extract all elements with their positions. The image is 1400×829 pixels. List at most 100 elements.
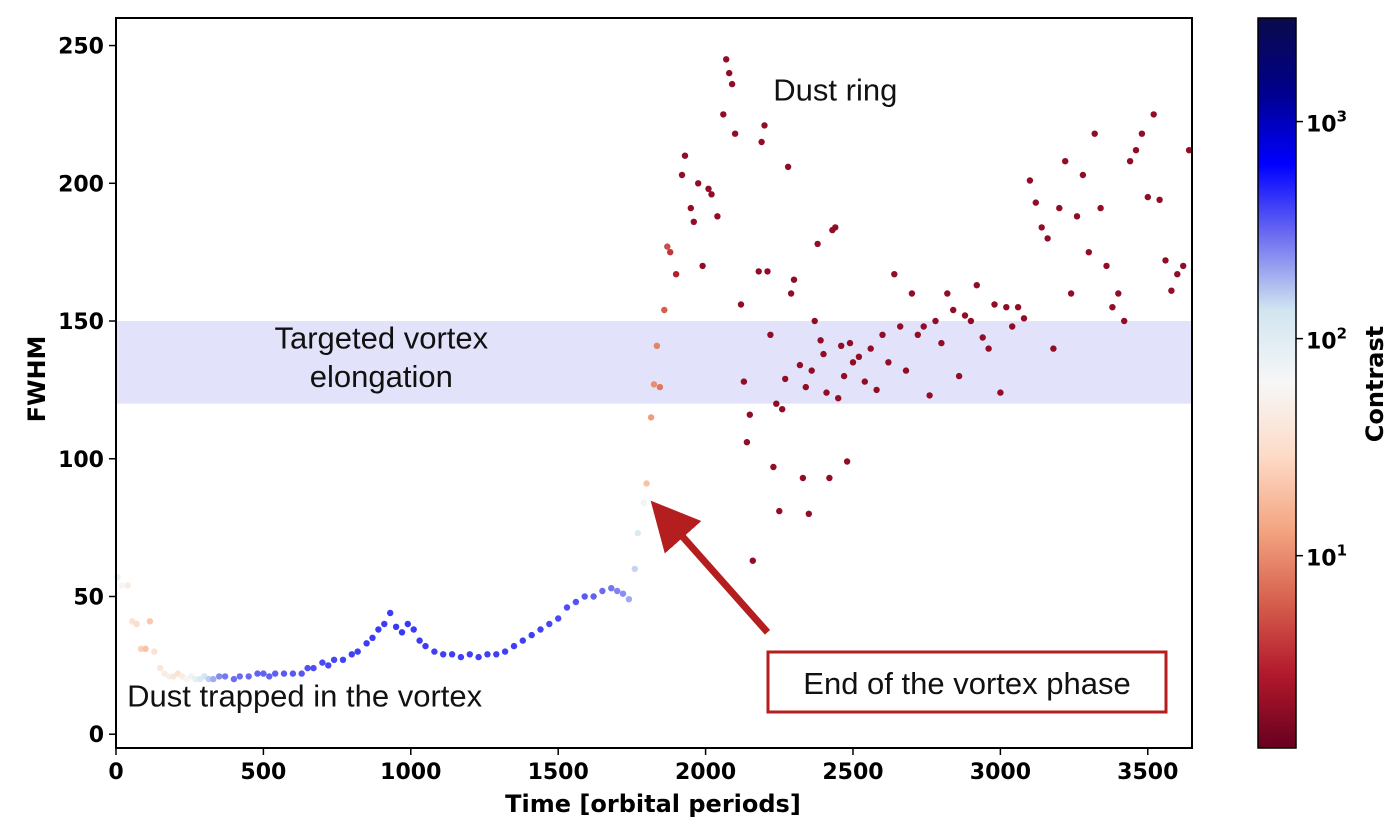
data-point (608, 585, 615, 592)
x-tick-label: 2500 (822, 760, 883, 785)
data-point (661, 306, 668, 314)
data-point (647, 414, 655, 421)
data-point (165, 673, 173, 680)
data-point (519, 637, 526, 644)
data-point (728, 80, 736, 88)
data-point (776, 507, 783, 515)
colorbar-tick-label: 103 (1306, 108, 1347, 138)
y-tick-label: 100 (58, 448, 104, 473)
x-tick-label: 0 (108, 760, 123, 785)
x-tick-label: 3500 (1117, 760, 1178, 785)
data-point (375, 626, 382, 633)
data-point (799, 474, 807, 482)
data-point (802, 383, 809, 391)
data-point (245, 673, 252, 680)
colorbar-title: Contrast (1361, 326, 1389, 442)
data-point (572, 598, 580, 606)
data-point (731, 130, 739, 137)
data-point (546, 620, 553, 628)
data-point (1103, 262, 1110, 270)
data-point (1056, 204, 1063, 212)
data-point (891, 271, 898, 278)
data-point (846, 339, 854, 347)
data-point (157, 664, 164, 672)
data-point (448, 651, 456, 658)
data-point (908, 290, 916, 297)
data-point (1014, 304, 1022, 311)
data-point (664, 243, 671, 250)
x-tick-label: 1500 (528, 760, 589, 785)
data-point (656, 383, 664, 391)
data-point (746, 411, 753, 418)
data-point (254, 670, 261, 677)
y-tick-label: 0 (89, 723, 104, 748)
data-point (761, 122, 768, 129)
data-point (653, 342, 661, 349)
data-point (932, 317, 939, 325)
plot-frame (115, 17, 1193, 749)
data-point (849, 359, 857, 366)
data-point (808, 367, 815, 374)
data-point (690, 218, 697, 225)
data-point (944, 290, 951, 297)
data-point (767, 331, 774, 338)
data-point (1138, 130, 1146, 137)
data-point (466, 651, 473, 658)
data-point (354, 648, 361, 655)
data-point (743, 439, 751, 446)
data-point (826, 474, 833, 482)
data-point (387, 609, 394, 617)
data-point (997, 389, 1004, 396)
data-point (902, 367, 910, 374)
data-point (1003, 304, 1010, 311)
data-point (484, 651, 491, 658)
data-point (773, 400, 780, 407)
data-point (319, 659, 326, 666)
data-point (1174, 271, 1181, 278)
data-point (457, 653, 465, 661)
data-point (749, 557, 756, 564)
data-point (985, 345, 992, 352)
data-point (146, 618, 154, 625)
data-point (938, 339, 945, 347)
data-point (805, 510, 812, 517)
data-point (723, 56, 730, 63)
data-point (1062, 158, 1069, 165)
data-point (1038, 224, 1045, 231)
data-point (755, 268, 762, 275)
data-point (979, 334, 986, 341)
data-point (625, 596, 633, 603)
data-point (398, 629, 406, 636)
data-point (310, 664, 317, 672)
data-point (404, 620, 411, 628)
data-point (192, 675, 199, 683)
x-tick-label: 1000 (380, 760, 441, 785)
data-point (230, 675, 238, 683)
data-point (973, 282, 980, 289)
data-point (280, 670, 288, 677)
data-point (510, 642, 518, 650)
data-point (325, 662, 332, 669)
data-point (137, 645, 145, 652)
data-point (885, 359, 892, 366)
data-point (720, 111, 727, 118)
data-point (1132, 147, 1140, 154)
data-point (528, 631, 535, 639)
data-point (216, 673, 223, 680)
data-point (782, 375, 789, 383)
data-point (967, 317, 975, 325)
data-point (475, 653, 482, 661)
data-point (363, 640, 370, 647)
data-point (764, 268, 771, 275)
data-point (1026, 177, 1034, 184)
data-point (369, 634, 376, 641)
data-points (114, 56, 1193, 683)
data-point (832, 224, 839, 231)
y-tick-label: 250 (58, 35, 104, 60)
data-point (714, 213, 721, 220)
colorbar-gradient (1257, 17, 1297, 749)
data-point (843, 458, 851, 465)
data-point (687, 204, 694, 212)
data-point (796, 361, 804, 369)
